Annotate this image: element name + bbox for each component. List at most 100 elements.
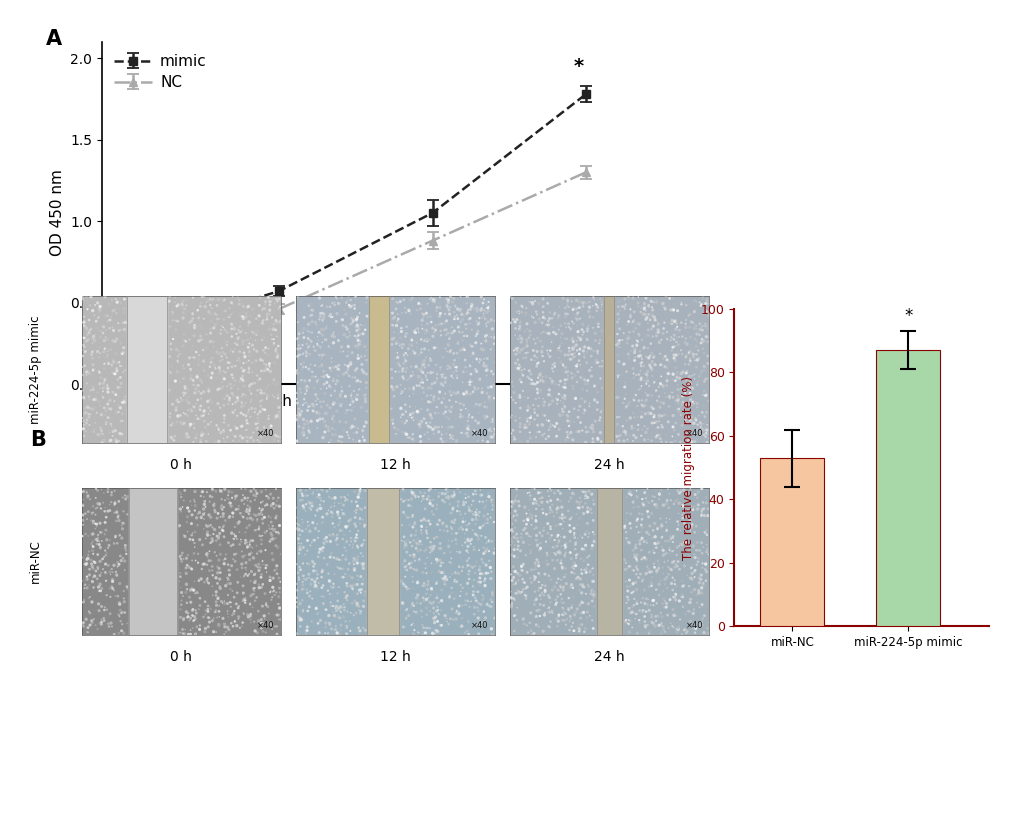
Point bbox=[298, 345, 314, 358]
Point bbox=[79, 552, 96, 565]
Point bbox=[679, 365, 695, 378]
Point bbox=[237, 311, 254, 324]
Point bbox=[486, 331, 502, 344]
Point bbox=[312, 502, 328, 515]
Point bbox=[196, 490, 212, 504]
Point bbox=[206, 497, 222, 510]
Point bbox=[535, 355, 551, 368]
Point bbox=[637, 313, 653, 326]
Point bbox=[308, 557, 324, 570]
Point bbox=[691, 296, 707, 309]
Point bbox=[326, 491, 342, 504]
Point bbox=[419, 373, 435, 387]
Point bbox=[325, 605, 341, 619]
Point bbox=[565, 351, 581, 364]
Point bbox=[512, 586, 528, 600]
Point bbox=[209, 383, 225, 397]
Point bbox=[94, 436, 110, 449]
Point bbox=[418, 593, 434, 606]
Point bbox=[457, 491, 473, 504]
Point bbox=[656, 625, 673, 639]
Point bbox=[686, 551, 702, 564]
Point bbox=[511, 345, 527, 358]
Point bbox=[511, 322, 527, 336]
Point bbox=[532, 369, 548, 382]
Point bbox=[638, 508, 654, 521]
Point bbox=[301, 568, 317, 581]
Point bbox=[310, 550, 326, 564]
Point bbox=[324, 581, 340, 595]
Point bbox=[301, 421, 317, 434]
Point bbox=[697, 389, 713, 402]
Point bbox=[664, 291, 681, 305]
Point bbox=[536, 427, 552, 440]
Point bbox=[531, 581, 547, 595]
Point bbox=[176, 327, 193, 341]
Point bbox=[415, 386, 431, 399]
Point bbox=[192, 591, 208, 605]
Point bbox=[268, 330, 284, 343]
Point bbox=[97, 566, 113, 579]
Point bbox=[643, 363, 659, 377]
Point bbox=[626, 550, 642, 564]
Point bbox=[659, 621, 676, 635]
Point bbox=[682, 571, 698, 584]
Point bbox=[674, 419, 690, 433]
Point bbox=[556, 511, 573, 524]
Point bbox=[480, 304, 496, 317]
Point bbox=[556, 389, 573, 402]
Point bbox=[475, 357, 491, 370]
Point bbox=[448, 545, 465, 559]
Point bbox=[81, 544, 97, 558]
Point bbox=[222, 316, 238, 330]
Point bbox=[457, 594, 473, 607]
Point bbox=[419, 551, 435, 564]
Point bbox=[466, 608, 482, 621]
Point bbox=[564, 372, 580, 386]
Point bbox=[317, 603, 333, 616]
Point bbox=[296, 582, 312, 595]
Point bbox=[414, 355, 430, 368]
Point bbox=[663, 314, 680, 327]
Point bbox=[507, 317, 524, 331]
Point bbox=[265, 335, 281, 348]
Point bbox=[408, 605, 424, 619]
Point bbox=[529, 376, 545, 389]
Legend: mimic, NC: mimic, NC bbox=[109, 49, 211, 94]
Point bbox=[205, 521, 221, 534]
Point bbox=[639, 618, 655, 631]
Point bbox=[209, 529, 225, 543]
Point bbox=[217, 514, 233, 527]
Point bbox=[318, 419, 334, 433]
Point bbox=[470, 417, 486, 430]
Point bbox=[318, 321, 334, 335]
Point bbox=[622, 344, 638, 357]
Point bbox=[105, 367, 121, 380]
Point bbox=[316, 532, 332, 545]
Point bbox=[105, 429, 121, 443]
Point bbox=[353, 605, 369, 618]
Point bbox=[406, 381, 422, 394]
Point bbox=[290, 573, 307, 586]
Point bbox=[221, 301, 237, 315]
Point bbox=[437, 405, 453, 418]
Point bbox=[552, 518, 569, 531]
Point bbox=[432, 537, 448, 550]
Point bbox=[237, 556, 254, 569]
Point bbox=[333, 291, 350, 305]
Point bbox=[697, 317, 713, 331]
Point bbox=[556, 381, 573, 394]
Point bbox=[451, 620, 468, 633]
Point bbox=[214, 342, 230, 355]
Point bbox=[339, 294, 356, 307]
Point bbox=[290, 610, 307, 623]
Point bbox=[562, 601, 579, 615]
Point bbox=[253, 568, 269, 581]
Point bbox=[248, 574, 264, 587]
Point bbox=[442, 291, 459, 304]
Point bbox=[443, 515, 460, 529]
Point bbox=[626, 592, 642, 605]
Point bbox=[100, 382, 116, 395]
Point bbox=[79, 573, 96, 586]
Point bbox=[350, 422, 366, 435]
